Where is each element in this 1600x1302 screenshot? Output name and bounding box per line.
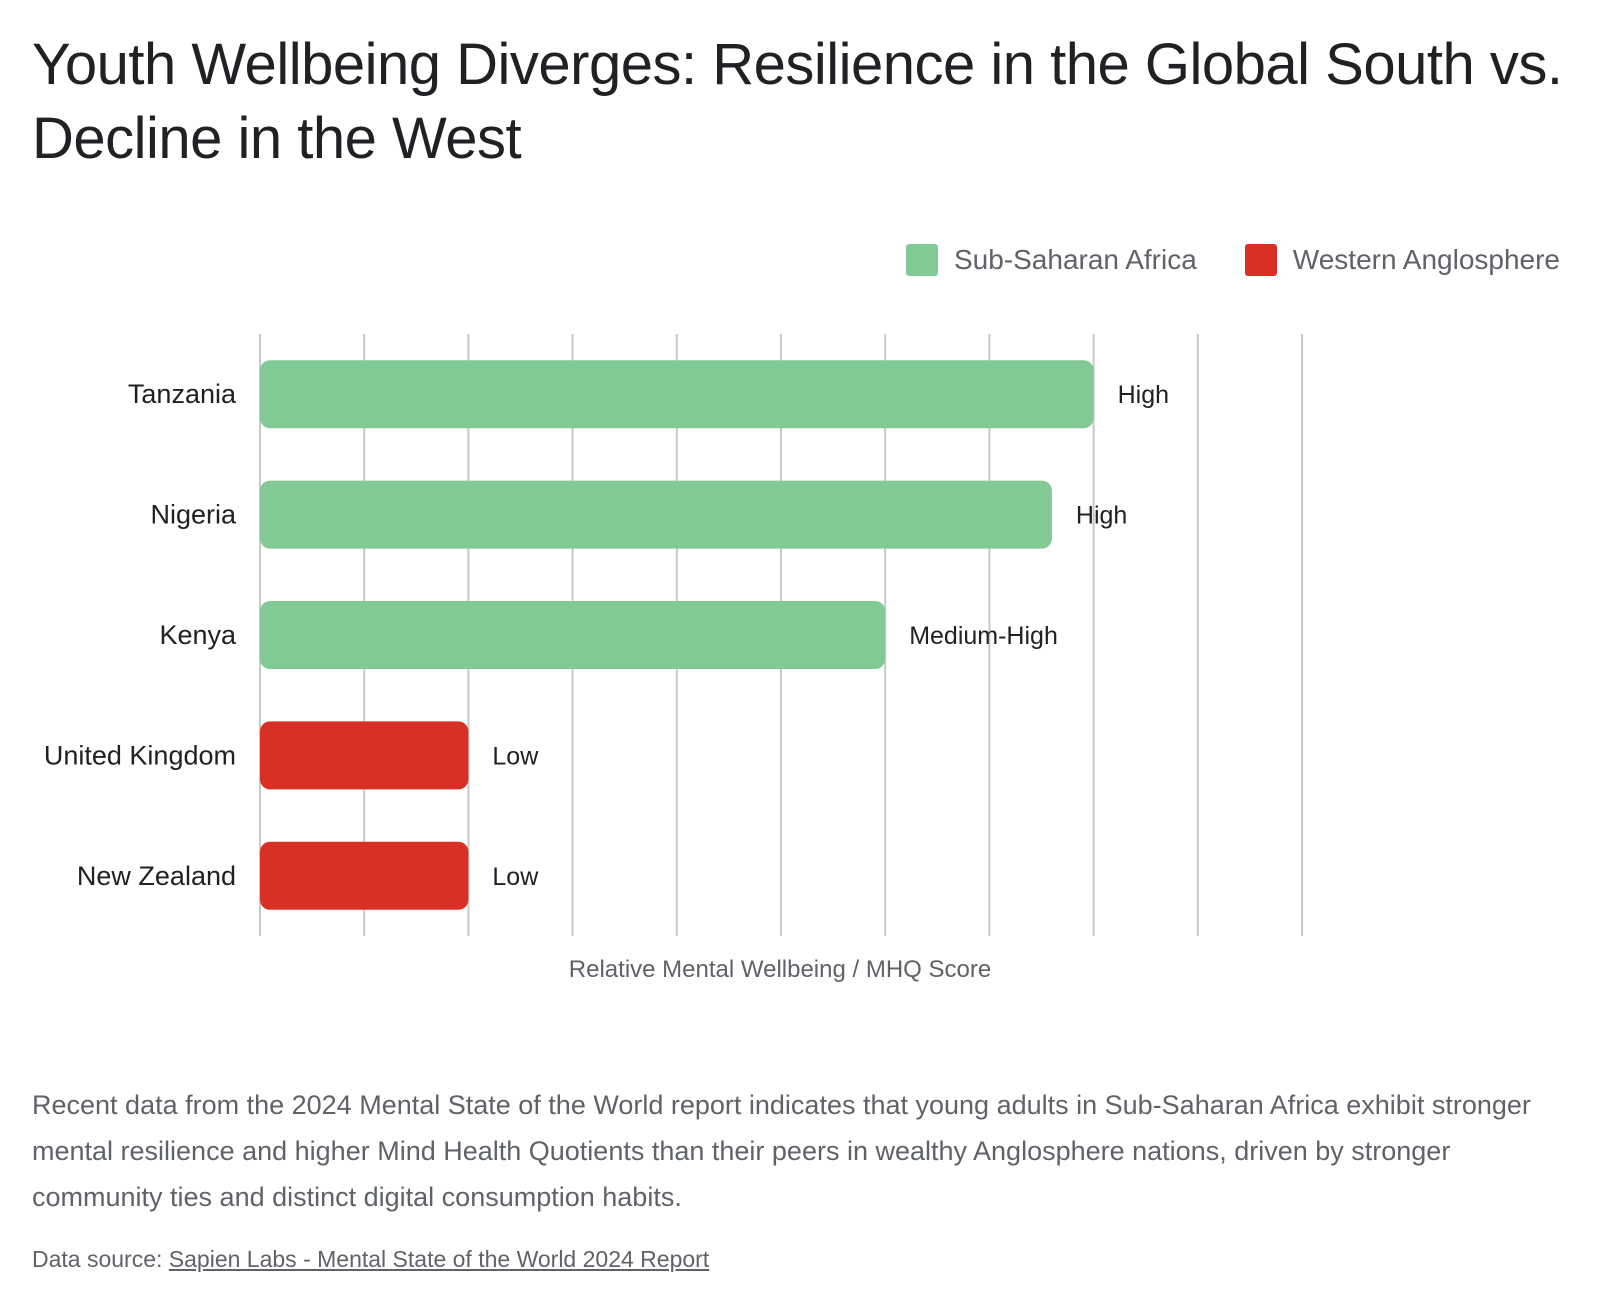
legend-swatch-sub-saharan-africa <box>905 244 938 276</box>
legend: Sub-Saharan Africa Western Anglosphere <box>858 244 1560 276</box>
category-label: New Zealand <box>77 861 236 891</box>
chart-caption: Recent data from the 2024 Mental State o… <box>32 1090 1531 1212</box>
source-prefix: Data source: <box>32 1246 169 1272</box>
data-label: Low <box>492 742 539 770</box>
bar-chart: Tanzania Nigeria Kenya United Kingdom New Ze… <box>44 334 1303 983</box>
category-label: Tanzania <box>128 379 237 409</box>
bar <box>260 601 886 669</box>
bars <box>260 360 1094 910</box>
category-label: Kenya <box>159 620 237 650</box>
x-axis-label: Relative Mental Wellbeing / MHQ Score <box>569 956 991 983</box>
legend-label: Western Anglosphere <box>1292 244 1560 275</box>
bar <box>260 841 469 910</box>
legend-label: Sub-Saharan Africa <box>953 244 1197 275</box>
category-label: United Kingdom <box>44 740 236 770</box>
data-labels: High High Medium-High Low Low <box>492 381 1169 891</box>
bar <box>260 480 1052 549</box>
data-label: High <box>1076 502 1127 530</box>
source-link[interactable]: Sapien Labs - Mental State of the World … <box>168 1246 710 1272</box>
bar <box>260 360 1094 429</box>
legend-item-western-anglosphere: Western Anglosphere <box>1244 244 1560 276</box>
category-labels: Tanzania Nigeria Kenya United Kingdom New Ze… <box>44 379 237 891</box>
data-label: Low <box>492 863 539 891</box>
legend-swatch-western-anglosphere <box>1244 244 1277 276</box>
chart-title: Youth Wellbeing Diverges: Resilience in … <box>32 32 1563 171</box>
category-label: Nigeria <box>150 500 237 530</box>
bar <box>260 721 469 790</box>
data-label: Medium-High <box>909 622 1058 650</box>
legend-item-sub-saharan-africa: Sub-Saharan Africa <box>905 244 1197 276</box>
data-label: High <box>1118 381 1169 409</box>
data-source: Data source: Sapien Labs - Mental State … <box>32 1246 709 1273</box>
